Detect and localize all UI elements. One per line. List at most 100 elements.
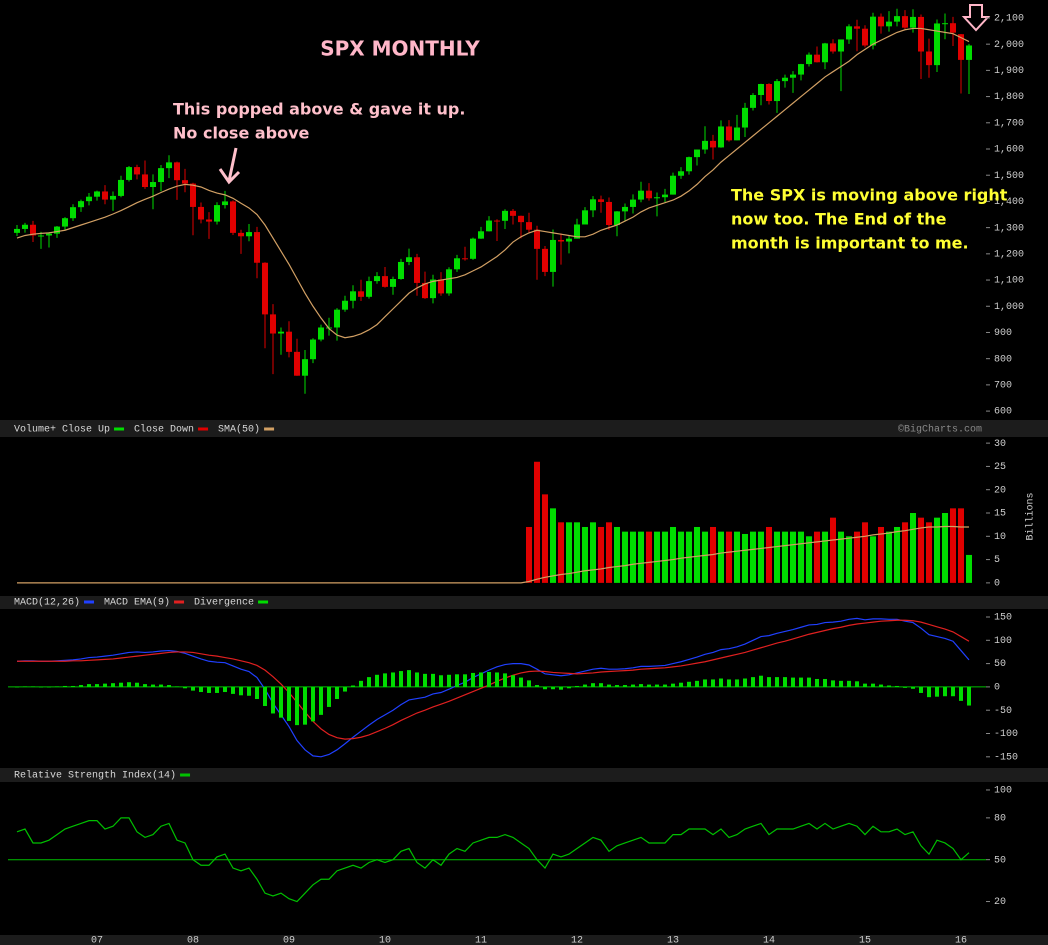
x-tick-label: 10 <box>379 936 391 945</box>
candle-body <box>190 183 196 207</box>
x-tick-label: 14 <box>763 936 775 945</box>
candle-body <box>374 276 380 282</box>
legend-label: Divergence <box>194 597 254 609</box>
bar <box>799 677 803 687</box>
candle-body <box>158 168 164 183</box>
bar <box>814 531 820 583</box>
y-tick-label: 30 <box>994 439 1006 450</box>
bar <box>415 672 419 687</box>
x-axis-strip <box>0 935 1048 945</box>
bar <box>791 677 795 687</box>
bar <box>839 680 843 687</box>
y-tick-label: 700 <box>994 381 1012 392</box>
candle-body <box>822 43 828 63</box>
candle-body <box>566 238 572 242</box>
candle-body <box>862 28 868 46</box>
bar <box>383 673 387 687</box>
x-tick-label: 07 <box>91 936 103 945</box>
y-tick-label: 1,000 <box>994 302 1024 313</box>
bar <box>151 684 155 687</box>
y-tick-label: 1,300 <box>994 223 1024 234</box>
bar <box>583 684 587 687</box>
bar <box>630 531 636 583</box>
y-tick-label: 1,500 <box>994 171 1024 182</box>
candle-body <box>486 220 492 232</box>
panel-title: Volume+ <box>14 424 56 436</box>
candle-body <box>878 16 884 27</box>
legend-swatch <box>114 427 125 431</box>
candle-body <box>966 45 972 60</box>
bar <box>631 684 635 687</box>
bar <box>815 678 819 687</box>
bar <box>423 673 427 687</box>
bar <box>726 531 732 583</box>
bar <box>871 683 875 687</box>
bar <box>279 686 283 718</box>
candle-body <box>118 179 124 196</box>
bar <box>550 508 556 583</box>
annotation: now too. The End of the <box>731 210 947 229</box>
bar <box>135 682 139 687</box>
bar <box>183 686 187 689</box>
bar <box>670 526 676 583</box>
candle-body <box>430 279 436 299</box>
y-tick-label: 2,100 <box>994 14 1024 25</box>
bar <box>798 531 804 583</box>
bar <box>615 685 619 687</box>
candle-body <box>470 238 476 259</box>
bar <box>207 686 211 693</box>
candle-body <box>814 54 820 63</box>
candle-body <box>382 276 388 287</box>
candle-body <box>590 199 596 211</box>
bar <box>574 522 580 583</box>
bar <box>455 674 459 687</box>
bar <box>703 679 707 687</box>
legend-label: SMA(50) <box>218 424 260 436</box>
bar <box>622 531 628 583</box>
y-tick-label: 600 <box>994 407 1012 418</box>
candle-body <box>134 167 140 175</box>
candle-body <box>422 282 428 299</box>
candle-body <box>838 39 844 52</box>
y-tick-label: 20 <box>994 897 1006 908</box>
bar <box>591 683 595 687</box>
series-line <box>16 27 970 339</box>
candle-body <box>518 215 524 223</box>
y-tick-label: 100 <box>994 636 1012 647</box>
bar <box>663 684 667 687</box>
candle-body <box>774 81 780 102</box>
series-line <box>17 525 969 584</box>
bar <box>103 683 107 687</box>
candle-body <box>334 309 340 328</box>
bar <box>551 686 555 690</box>
candle-body <box>806 54 812 65</box>
y-tick-label: -50 <box>994 706 1012 717</box>
bar <box>535 685 539 687</box>
bar <box>87 684 91 687</box>
bar <box>934 517 940 583</box>
candle-body <box>694 149 700 158</box>
candle-body <box>126 167 132 180</box>
y-tick-label: 20 <box>994 485 1006 496</box>
y-tick-label: 1,700 <box>994 118 1024 129</box>
annotation: This popped above & gave it up. <box>173 100 465 119</box>
candle-body <box>670 175 676 195</box>
candle-body <box>278 331 284 334</box>
bar <box>735 679 739 687</box>
bar <box>447 674 451 687</box>
candle-body <box>366 281 372 297</box>
bar <box>910 513 916 583</box>
bar <box>311 686 315 722</box>
candle-body <box>526 222 532 230</box>
bar <box>359 680 363 687</box>
chart-title: SPX MONTHLY <box>320 37 480 61</box>
y-tick-label: 800 <box>994 354 1012 365</box>
annotation: No close above <box>173 124 310 143</box>
bar <box>271 686 275 714</box>
bar <box>239 686 243 696</box>
candle-body <box>598 199 604 202</box>
candle-body <box>78 201 84 208</box>
candle-body <box>502 210 508 221</box>
candle-body <box>630 199 636 207</box>
bar <box>31 686 35 687</box>
